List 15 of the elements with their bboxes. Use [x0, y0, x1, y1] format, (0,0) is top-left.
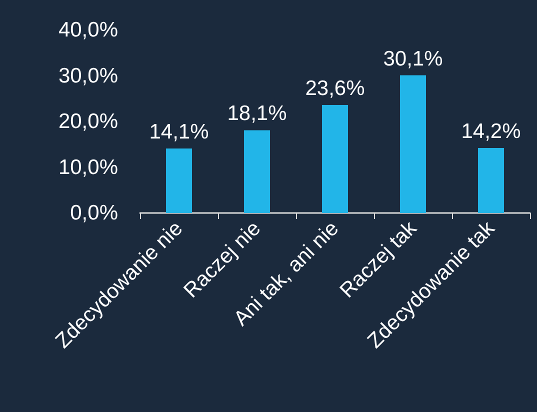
data-label: 14,2%: [461, 120, 521, 144]
y-tick-label: 30,0%: [58, 64, 118, 88]
y-tick-label: 10,0%: [58, 156, 118, 179]
bar: [244, 130, 270, 213]
y-tick-label: 20,0%: [58, 110, 118, 133]
bar: [478, 148, 504, 213]
bar: [400, 75, 426, 213]
data-label: 14,1%: [149, 120, 209, 144]
bar: [166, 148, 192, 213]
data-label: 18,1%: [227, 102, 287, 126]
y-tick-label: 40,0%: [58, 18, 118, 42]
y-tick-label: 0,0%: [70, 202, 118, 224]
data-label: 23,6%: [305, 77, 365, 100]
bar: [322, 105, 348, 213]
data-label: 30,1%: [383, 47, 443, 70]
